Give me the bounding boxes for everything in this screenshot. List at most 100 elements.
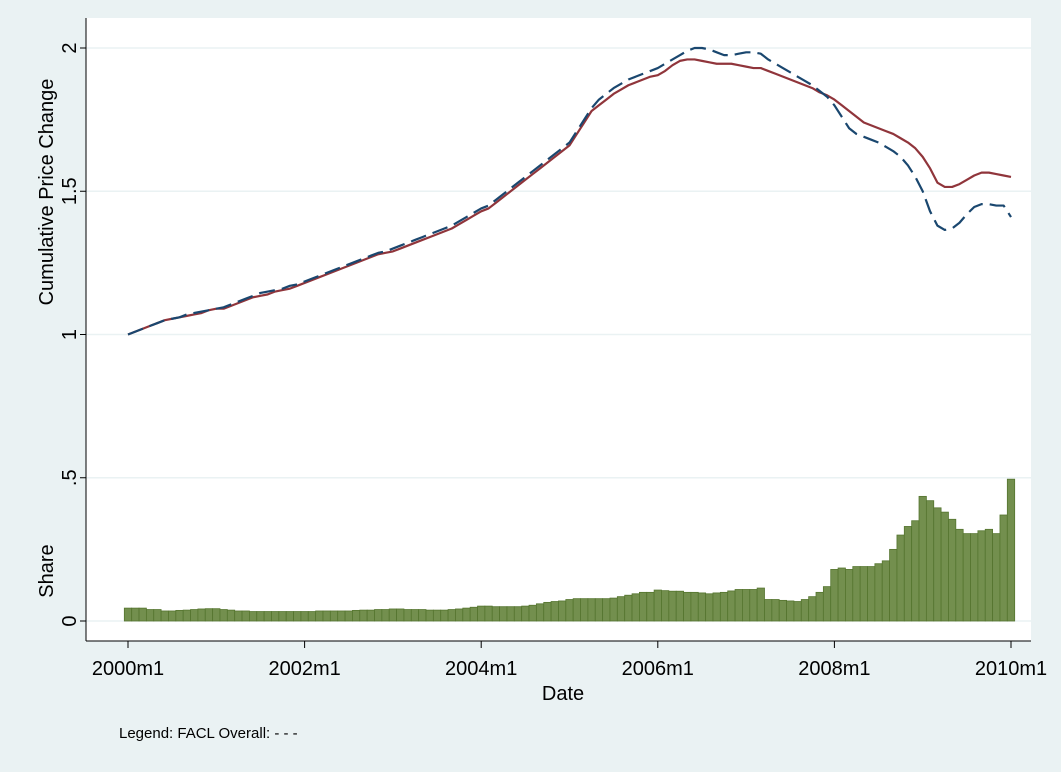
bar [175,609,184,622]
bar [970,533,979,622]
bar [447,609,456,622]
bar [138,607,147,622]
bar [315,610,324,622]
bar [771,599,780,622]
bar [440,609,449,622]
y-axis-title: Cumulative Price Change [36,79,58,306]
bar [212,608,221,622]
bar [984,528,994,622]
bar [977,530,986,622]
bar [565,599,574,622]
bar [925,500,935,622]
bar [992,533,1001,622]
bar [160,610,169,622]
bar [999,514,1008,622]
bar [241,610,250,622]
bar [948,518,957,622]
bar [366,609,375,622]
bar [182,609,191,622]
bar [933,507,942,622]
bar [344,610,353,622]
bar [234,610,243,622]
bar [764,599,773,622]
bar [168,610,177,622]
plot-area [86,18,1031,641]
marks [123,46,1016,622]
bar [822,586,832,622]
bar [543,601,552,622]
y-tick-label: 2 [59,42,81,53]
bar [396,608,405,622]
bar [727,590,736,622]
bar [867,566,876,622]
bar [271,611,280,622]
bar [624,594,633,622]
bar [616,596,626,622]
bar [381,609,390,622]
bar [697,592,707,622]
y-axis-title: Share [36,544,58,597]
bar [734,589,743,622]
axes: 0 .5 1 1.5 2 2000m1 2002m1 2004m1 2006m1 2008m1 20… [59,42,1047,680]
bar [145,609,155,622]
bar [683,591,692,622]
bar [705,593,714,622]
bar [300,611,309,622]
bar [940,511,949,622]
bar [742,589,751,622]
bar [719,591,729,622]
bar [653,589,662,622]
bar [881,560,890,622]
bar [690,591,699,622]
bar [874,563,883,622]
bar [153,609,162,622]
x-tick-label: 2002m1 [268,658,340,680]
bar [918,495,927,622]
line [127,58,1012,336]
bar [749,589,758,622]
bar [513,606,523,622]
bar [572,598,581,622]
bar [587,598,596,622]
bar [418,609,427,622]
bar [661,590,670,622]
bar [432,609,442,622]
bar [1006,478,1016,622]
bar [646,591,655,622]
bar [837,567,846,622]
bar [226,609,236,622]
bar [278,611,287,622]
bar [712,592,721,622]
bar [631,593,640,622]
bar [506,606,515,622]
bar [962,533,971,622]
bar [889,548,898,622]
bar [558,600,567,622]
x-tick-label: 2004m1 [445,658,517,680]
y-tick-label: 1 [59,329,81,340]
x-tick-label: 2006m1 [622,658,694,680]
bar [491,606,500,622]
bar [896,534,905,622]
bar [403,609,412,622]
bar [786,600,795,622]
y-tick-label: 0 [59,615,81,626]
bar [580,598,589,622]
bar [778,599,787,622]
bar [550,601,559,622]
bar [123,607,133,622]
bar [249,611,258,622]
bar [322,610,331,622]
bar [852,566,861,622]
bar [307,611,317,622]
bar [263,611,272,622]
bar [639,591,648,622]
bar [609,597,618,622]
x-axis-title: Date [542,683,584,705]
bar [815,591,824,622]
bar [374,609,383,622]
bar [293,611,302,622]
x-tick-label: 2010m1 [975,658,1047,680]
bar [359,609,368,622]
